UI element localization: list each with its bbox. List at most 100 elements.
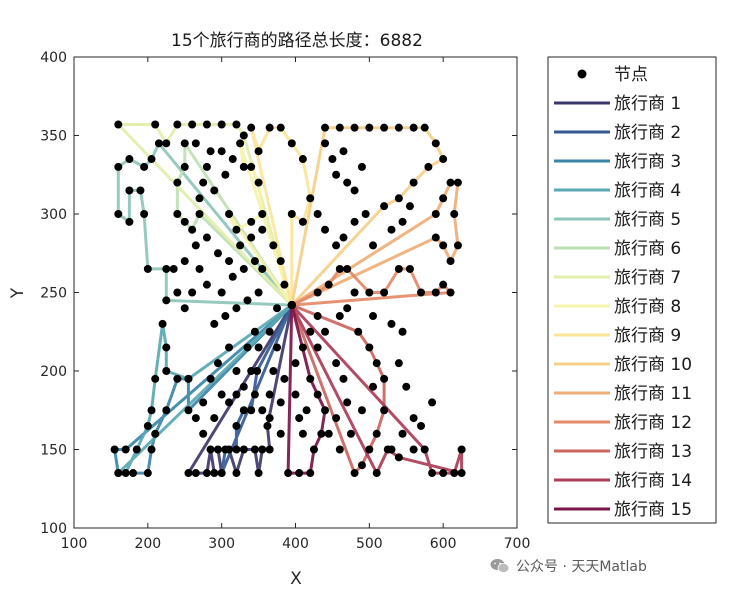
node-point <box>232 390 241 399</box>
node-point <box>453 178 462 187</box>
node-point <box>265 390 274 399</box>
node-point <box>291 359 300 368</box>
node-point <box>313 210 322 218</box>
route-line-15 <box>286 304 327 475</box>
node-point <box>239 445 248 454</box>
node-point <box>269 367 278 375</box>
x-tick-label: 300 <box>208 536 235 552</box>
node-point <box>140 162 149 171</box>
node-point <box>151 374 160 383</box>
node-point <box>324 429 333 438</box>
node-point <box>195 194 204 203</box>
node-point <box>213 445 222 454</box>
node-point <box>162 139 171 148</box>
node-point <box>439 469 448 478</box>
node-point <box>446 257 455 266</box>
node-point <box>420 123 429 132</box>
node-point <box>110 445 119 454</box>
node-point <box>439 194 448 203</box>
node-point <box>365 343 374 352</box>
node-point <box>162 406 171 415</box>
legend-label-13: 旅行商 13 <box>614 442 692 462</box>
node-point <box>350 469 359 478</box>
legend-label-6: 旅行商 6 <box>614 239 681 259</box>
node-point <box>328 155 337 164</box>
node-point <box>324 280 333 289</box>
node-point <box>313 343 322 352</box>
node-point <box>147 406 156 415</box>
node-point <box>173 288 182 297</box>
y-axis-label: Y <box>8 287 28 299</box>
node-point <box>202 280 211 289</box>
legend-label-7: 旅行商 7 <box>614 268 681 288</box>
node-point <box>394 194 403 203</box>
node-point <box>125 217 134 226</box>
node-point <box>439 280 448 289</box>
x-tick-label: 700 <box>504 536 531 552</box>
node-point <box>380 123 389 132</box>
node-point <box>213 359 222 368</box>
node-point <box>228 155 237 164</box>
node-point <box>151 120 160 129</box>
node-point <box>114 162 123 171</box>
node-point <box>380 288 389 297</box>
node-point <box>191 414 200 423</box>
node-point <box>365 288 374 297</box>
node-point <box>265 414 274 423</box>
node-point <box>387 445 396 454</box>
node-point <box>254 288 263 297</box>
node-point <box>188 225 197 234</box>
node-point <box>350 123 359 132</box>
node-point <box>158 319 167 328</box>
node-point <box>372 429 381 438</box>
node-point <box>243 343 252 352</box>
node-point <box>265 445 274 454</box>
node-point <box>221 445 230 454</box>
node-point <box>313 312 322 321</box>
legend-marker-nodes <box>577 69 587 79</box>
node-point <box>265 327 274 336</box>
node-point <box>243 296 252 305</box>
node-point <box>420 445 429 454</box>
node-point <box>180 304 189 313</box>
node-point <box>162 296 171 305</box>
legend-label-3: 旅行商 3 <box>614 152 681 172</box>
node-point <box>236 241 245 250</box>
node-point <box>332 241 341 250</box>
node-point <box>221 170 230 179</box>
y-tick-label: 200 <box>40 364 67 380</box>
node-point <box>254 178 263 187</box>
node-point <box>232 304 241 313</box>
node-point <box>350 186 359 195</box>
node-point <box>343 264 352 273</box>
node-point <box>184 374 193 383</box>
node-point <box>206 147 215 156</box>
node-point <box>380 406 389 415</box>
legend-label-12: 旅行商 12 <box>614 413 692 433</box>
node-point <box>387 319 396 328</box>
node-point <box>273 343 282 352</box>
node-point <box>250 390 259 399</box>
node-point <box>306 374 315 383</box>
node-point <box>369 241 378 250</box>
node-point <box>202 120 211 129</box>
node-point <box>387 225 396 234</box>
node-point <box>369 382 378 391</box>
node-point <box>258 264 267 273</box>
node-point <box>450 469 459 478</box>
node-point <box>121 445 130 454</box>
node-point <box>250 257 259 266</box>
node-point <box>276 257 285 266</box>
node-point <box>335 264 344 273</box>
node-point <box>162 367 171 375</box>
x-tick-label: 600 <box>430 536 457 552</box>
node-point <box>191 139 200 148</box>
node-point <box>191 241 200 250</box>
node-point <box>298 343 307 352</box>
node-point <box>298 155 307 164</box>
node-point <box>291 390 300 399</box>
node-point <box>346 429 355 438</box>
x-axis-label: X <box>290 569 302 589</box>
